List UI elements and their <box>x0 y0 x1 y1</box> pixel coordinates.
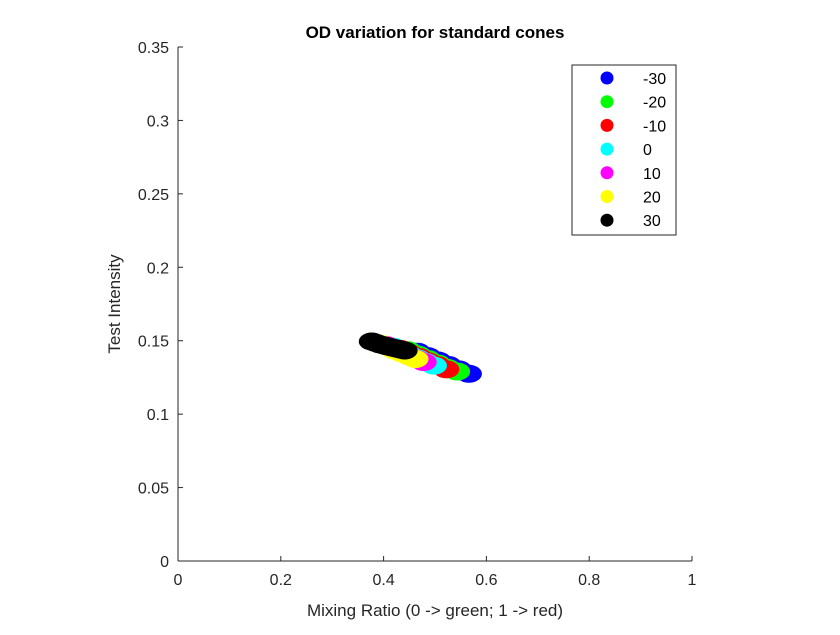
y-tick-label: 0.05 <box>138 481 169 498</box>
legend-marker <box>600 166 614 180</box>
x-tick-label: 0.6 <box>475 572 497 589</box>
y-tick-label: 0.15 <box>138 334 169 351</box>
y-tick-label: 0.3 <box>147 113 169 130</box>
axes: 0 0.2 0.4 0.6 0.8 100.050.10.150.20.250.30.35 <box>138 40 697 589</box>
x-tick-label: 0.2 <box>270 572 292 589</box>
x-axis-label: Mixing Ratio (0 -> green; 1 -> red) <box>307 601 563 620</box>
legend-marker <box>600 71 614 85</box>
legend-label: -10 <box>643 118 666 135</box>
x-tick-label: 1 <box>688 572 697 589</box>
legend-item: -20 <box>600 95 666 112</box>
y-tick-label: 0.2 <box>147 260 169 277</box>
legend-item: -30 <box>600 71 666 88</box>
legend: -30 -20 -10 0 10 20 30 <box>571 64 677 236</box>
x-tick-label: 0.4 <box>372 572 394 589</box>
legend-label: 30 <box>643 213 661 230</box>
legend-label: -30 <box>643 71 666 88</box>
series-6 <box>358 332 418 360</box>
legend-item: 10 <box>600 166 661 183</box>
legend-item: 0 <box>600 142 652 159</box>
legend-marker <box>600 142 614 156</box>
legend-label: 10 <box>643 166 661 183</box>
y-tick-label: 0.1 <box>147 407 169 424</box>
y-axis-label: Test Intensity <box>105 254 124 354</box>
legend-item: 30 <box>600 213 661 230</box>
legend-marker <box>600 190 614 203</box>
legend-label: 20 <box>643 190 661 207</box>
legend-marker <box>600 95 614 109</box>
legend-label: 0 <box>643 142 652 159</box>
legend-marker <box>600 118 614 132</box>
legend-box <box>571 64 677 236</box>
legend-label: -20 <box>643 95 666 112</box>
x-tick-label: 0 <box>174 572 183 589</box>
chart-title: OD variation for standard cones <box>306 23 565 42</box>
legend-marker <box>600 213 614 227</box>
data-point <box>391 341 418 360</box>
plot-area <box>358 332 482 383</box>
y-tick-label: 0.35 <box>138 40 169 57</box>
y-tick-label: 0 <box>160 554 169 571</box>
legend-item: 20 <box>600 190 661 207</box>
y-tick-label: 0.25 <box>138 187 169 204</box>
x-tick-label: 0.8 <box>578 572 600 589</box>
legend-item: -10 <box>600 118 666 135</box>
